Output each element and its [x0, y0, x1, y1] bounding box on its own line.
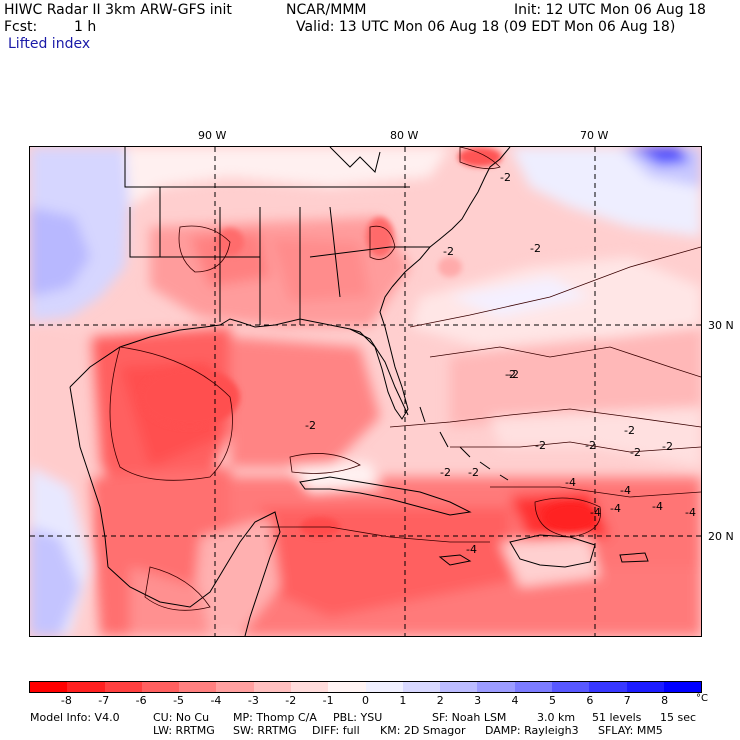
contour-label: -4: [610, 502, 621, 515]
colorbar-swatch: [104, 682, 142, 692]
contour-label: -4: [565, 476, 576, 489]
colorbar-swatch: [216, 682, 254, 692]
lon-label-70w: 70 W: [580, 129, 609, 142]
contour-label: -2: [624, 424, 635, 437]
colorbar-tick-label: 7: [623, 694, 631, 707]
colorbar-tick-label: 5: [548, 694, 556, 707]
colorbar-tick-label: -3: [247, 694, 259, 707]
colorbar-tick-label: -7: [98, 694, 110, 707]
colorbar-tick-label: -6: [135, 694, 147, 707]
colorbar-swatch: [290, 682, 329, 692]
footer-resolution: 3.0 km: [537, 711, 576, 724]
footer-km: KM: 2D Smagor: [380, 724, 466, 737]
contour-label: -4: [652, 500, 663, 513]
contour-label: -2: [508, 368, 519, 381]
colorbar: [29, 681, 702, 693]
footer-diff: DIFF: full: [312, 724, 360, 737]
lifted-index-map[interactable]: -2 -2 -2 -2 -2 -2 -2 -2 -2 -2 -2 -2 -4 -…: [29, 146, 702, 637]
contour-label: -2: [535, 439, 546, 452]
contour-label: -4: [620, 484, 631, 497]
footer-cu: CU: No Cu: [153, 711, 210, 724]
contour-label: -2: [530, 242, 541, 255]
field-name: Lifted index: [8, 36, 91, 52]
colorbar-tick-label: 1: [399, 694, 407, 707]
map-canvas: [30, 147, 701, 636]
colorbar-tick-label: 6: [586, 694, 594, 707]
coastlines: [69, 147, 649, 636]
colorbar-tick-label: 0: [362, 694, 369, 707]
contour-label: -2: [505, 368, 516, 381]
colorbar-swatch: [477, 682, 515, 692]
forecast-hour: 1 h: [74, 19, 97, 35]
init-time: Init: 12 UTC Mon 06 Aug 18: [514, 2, 706, 18]
colorbar-tick-label: -8: [60, 694, 72, 707]
contours: [109, 147, 701, 611]
colorbar-swatch: [514, 682, 552, 692]
colorbar-swatch: [67, 682, 105, 692]
footer-model-info: Model Info: V4.0: [30, 711, 120, 724]
colorbar-swatch: [30, 682, 68, 692]
colorbar-tick-label: -5: [173, 694, 185, 707]
contour-label: -2: [500, 171, 511, 184]
valid-time: Valid: 13 UTC Mon 06 Aug 18 (09 EDT Mon …: [296, 19, 676, 35]
colorbar-swatch: [365, 682, 403, 692]
colorbar-swatch: [440, 682, 478, 692]
lat-label-30n: 30 N: [708, 319, 734, 332]
footer-sf: SF: Noah LSM: [432, 711, 507, 724]
footer-pbl: PBL: YSU: [333, 711, 383, 724]
colorbar-tick-label: -1: [322, 694, 334, 707]
colorbar-unit: °C: [696, 693, 708, 704]
colorbar-swatch: [663, 682, 702, 692]
footer-sw: SW: RRTMG: [233, 724, 297, 737]
contour-label: -2: [585, 439, 596, 452]
footer-sflay: SFLAY: MM5: [598, 724, 663, 737]
contour-label: -2: [662, 440, 673, 453]
contour-label: -2: [440, 466, 451, 479]
colorbar-tick-label: 3: [474, 694, 482, 707]
colorbar-tick-label: -2: [285, 694, 297, 707]
lon-label-80w: 80 W: [390, 129, 419, 142]
colorbar-swatch: [328, 682, 366, 692]
lon-label-90w: 90 W: [198, 129, 227, 142]
colorbar-tick-label: 8: [661, 694, 669, 707]
latlon-grid: [30, 147, 701, 636]
colorbar-tick-label: 4: [511, 694, 519, 707]
contour-label: -2: [305, 419, 316, 432]
colorbar-tick-label: -4: [210, 694, 222, 707]
contour-label: -4: [685, 506, 696, 519]
product-title: HIWC Radar II 3km ARW-GFS init: [4, 2, 232, 18]
footer-mp: MP: Thomp C/A: [233, 711, 317, 724]
footer-levels: 51 levels: [592, 711, 642, 724]
colorbar-swatch: [551, 682, 590, 692]
contour-label: -4: [466, 543, 477, 556]
contour-label: -4: [590, 506, 601, 519]
lat-label-20n: 20 N: [708, 530, 734, 543]
contour-label: -2: [443, 245, 454, 258]
contour-label: -2: [630, 446, 641, 459]
colorbar-tick-label: 2: [436, 694, 444, 707]
colorbar-swatch: [402, 682, 441, 692]
footer-lw: LW: RRTMG: [153, 724, 215, 737]
institution-label: NCAR/MMM: [286, 2, 367, 18]
forecast-label: Fcst:: [4, 19, 38, 35]
footer-damp: DAMP: Rayleigh3: [485, 724, 579, 737]
colorbar-swatch: [626, 682, 664, 692]
colorbar-swatch: [589, 682, 627, 692]
colorbar-swatch: [179, 682, 217, 692]
colorbar-swatch: [253, 682, 291, 692]
colorbar-swatch: [141, 682, 180, 692]
footer-timestep: 15 sec: [660, 711, 697, 724]
contour-label: -2: [468, 466, 479, 479]
